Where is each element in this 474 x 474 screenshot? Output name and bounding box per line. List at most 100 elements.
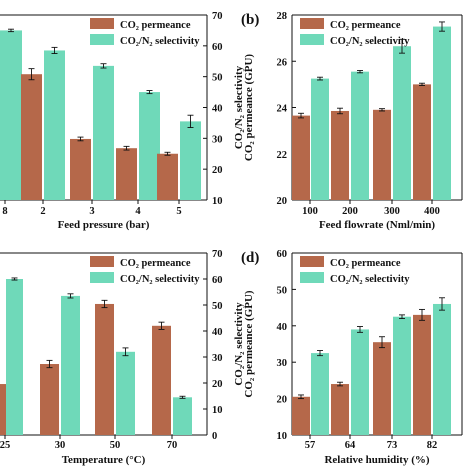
bar-selectivity [93, 65, 114, 200]
bar-co2-permeance [373, 342, 391, 435]
y-right-tick-label: 10 [212, 196, 223, 207]
legend-label: CO₂/N₂ selectivity [120, 36, 200, 47]
x-tick-label: 73 [387, 440, 398, 451]
bar-selectivity [116, 351, 135, 435]
x-tick-label: 8 [2, 206, 7, 217]
bar-co2-permeance [21, 74, 42, 200]
bar-co2-permeance [40, 364, 59, 435]
legend-label: CO₂/N₂ selectivity [330, 274, 410, 285]
y-left-tick-label: 30 [277, 358, 288, 369]
legend-swatch [90, 272, 114, 283]
x-axis-label: Relative humidity (%) [324, 454, 429, 466]
x-tick-label: 2 [40, 206, 45, 217]
panel-letter: (d) [241, 250, 259, 266]
y-left-tick-label: 24 [277, 104, 288, 115]
y-left-tick-label: 50 [277, 285, 288, 296]
y-right-tick-label: 60 [212, 42, 223, 53]
x-tick-label: 300 [384, 206, 400, 217]
bar-co2-permeance [70, 138, 91, 200]
legend-swatch [90, 34, 114, 45]
bar-selectivity [351, 71, 369, 200]
chart-panel-4: 10 20 30 40 50 60 57 64 73 82 Relative humidity (%… [241, 249, 463, 466]
legend-swatch [300, 272, 324, 283]
y-right-tick-label: 70 [212, 11, 223, 22]
x-tick-label: 64 [345, 440, 356, 451]
legend-label: CO₂ permeance [120, 20, 191, 31]
bar-selectivity [433, 303, 451, 435]
legend-swatch [90, 256, 114, 267]
x-tick-label: 50 [110, 440, 121, 451]
x-tick-label: 30 [55, 440, 66, 451]
y-left-axis-label: CO₂ permeance (GPU) [243, 290, 255, 397]
x-tick-label: 82 [427, 440, 438, 451]
bar-selectivity [173, 397, 192, 435]
y-left-axis-label: CO₂ permeance (GPU) [243, 54, 255, 161]
y-right-tick-label: 30 [212, 134, 223, 145]
y-left-tick-label: 20 [277, 196, 288, 207]
y-right-axis-label: CO₂/N₂ selectivity [233, 302, 245, 386]
y-left-tick-label: 60 [277, 249, 288, 260]
bar-selectivity [393, 46, 411, 200]
legend-label: CO₂ permeance [120, 258, 191, 269]
chart-panel-3: 0 10 20 30 40 50 60 70 25 30 50 70 Temperature (°C) C… [0, 249, 245, 466]
legend-swatch [300, 18, 324, 29]
bar-co2-permeance [95, 303, 114, 435]
legend-label: CO₂ permeance [330, 258, 401, 269]
bar-co2-permeance [413, 84, 431, 200]
bar-co2-permeance [331, 384, 349, 435]
x-tick-label: 5 [176, 206, 181, 217]
y-right-tick-label: 20 [212, 165, 223, 176]
bar-selectivity [0, 30, 22, 200]
bar-co2-permeance [373, 109, 391, 200]
bar-co2-permeance [292, 115, 310, 200]
y-right-tick-label: 40 [212, 104, 223, 115]
bar-selectivity [351, 329, 369, 435]
y-left-tick-label: 28 [277, 11, 288, 22]
y-left-tick-label: 26 [277, 57, 288, 68]
x-axis-label: Feed flowrate (Nml/min) [319, 219, 435, 231]
panel-letter: (b) [241, 12, 259, 28]
y-left-tick-label: 40 [277, 322, 288, 333]
y-right-axis-label: CO₂/N₂ selectivity [233, 65, 245, 149]
x-tick-label: 100 [302, 206, 318, 217]
y-right-tick-label: 10 [212, 405, 223, 416]
bar-selectivity [44, 50, 65, 201]
bar-co2-permeance [292, 396, 310, 435]
x-tick-label: 400 [424, 206, 440, 217]
y-right-tick-label: 50 [212, 301, 223, 312]
bar-co2-permeance [331, 110, 349, 200]
x-axis-label: Temperature (°C) [62, 454, 146, 466]
bar-selectivity [61, 295, 80, 435]
y-right-tick-label: 30 [212, 353, 223, 364]
legend-swatch [300, 256, 324, 267]
legend-swatch [90, 18, 114, 29]
y-left-tick-label: 22 [277, 150, 288, 161]
y-right-tick-label: 20 [212, 379, 223, 390]
x-tick-label: 70 [167, 440, 178, 451]
bar-selectivity [311, 78, 329, 200]
chart-panel-2: 20 22 24 26 28 100 200 300 400 Feed flowrate (Nml… [241, 11, 463, 231]
x-tick-label: 57 [305, 440, 316, 451]
bar-selectivity [433, 26, 451, 200]
bar-selectivity [180, 121, 201, 200]
chart-panel-1: 10 20 30 40 50 60 70 8 2 3 4 5 Feed pressure (bar) CO… [0, 11, 245, 231]
legend-label: CO₂ permeance [330, 20, 401, 31]
bar-selectivity [6, 279, 23, 435]
y-right-tick-label: 0 [212, 431, 217, 442]
bar-selectivity [311, 353, 329, 435]
y-right-tick-label: 50 [212, 73, 223, 84]
bar-selectivity [393, 316, 411, 435]
x-tick-label: 4 [135, 206, 141, 217]
y-left-tick-label: 10 [277, 431, 288, 442]
bar-selectivity [139, 92, 160, 200]
legend-label: CO₂/N₂ selectivity [330, 36, 410, 47]
legend-swatch [300, 34, 324, 45]
bar-co2-permeance [152, 325, 171, 435]
y-right-tick-label: 60 [212, 275, 223, 286]
x-tick-label: 25 [0, 440, 10, 451]
x-tick-label: 200 [342, 206, 358, 217]
bar-co2-permeance [116, 148, 137, 200]
x-axis-label: Feed pressure (bar) [58, 219, 150, 231]
y-right-tick-label: 70 [212, 249, 223, 260]
